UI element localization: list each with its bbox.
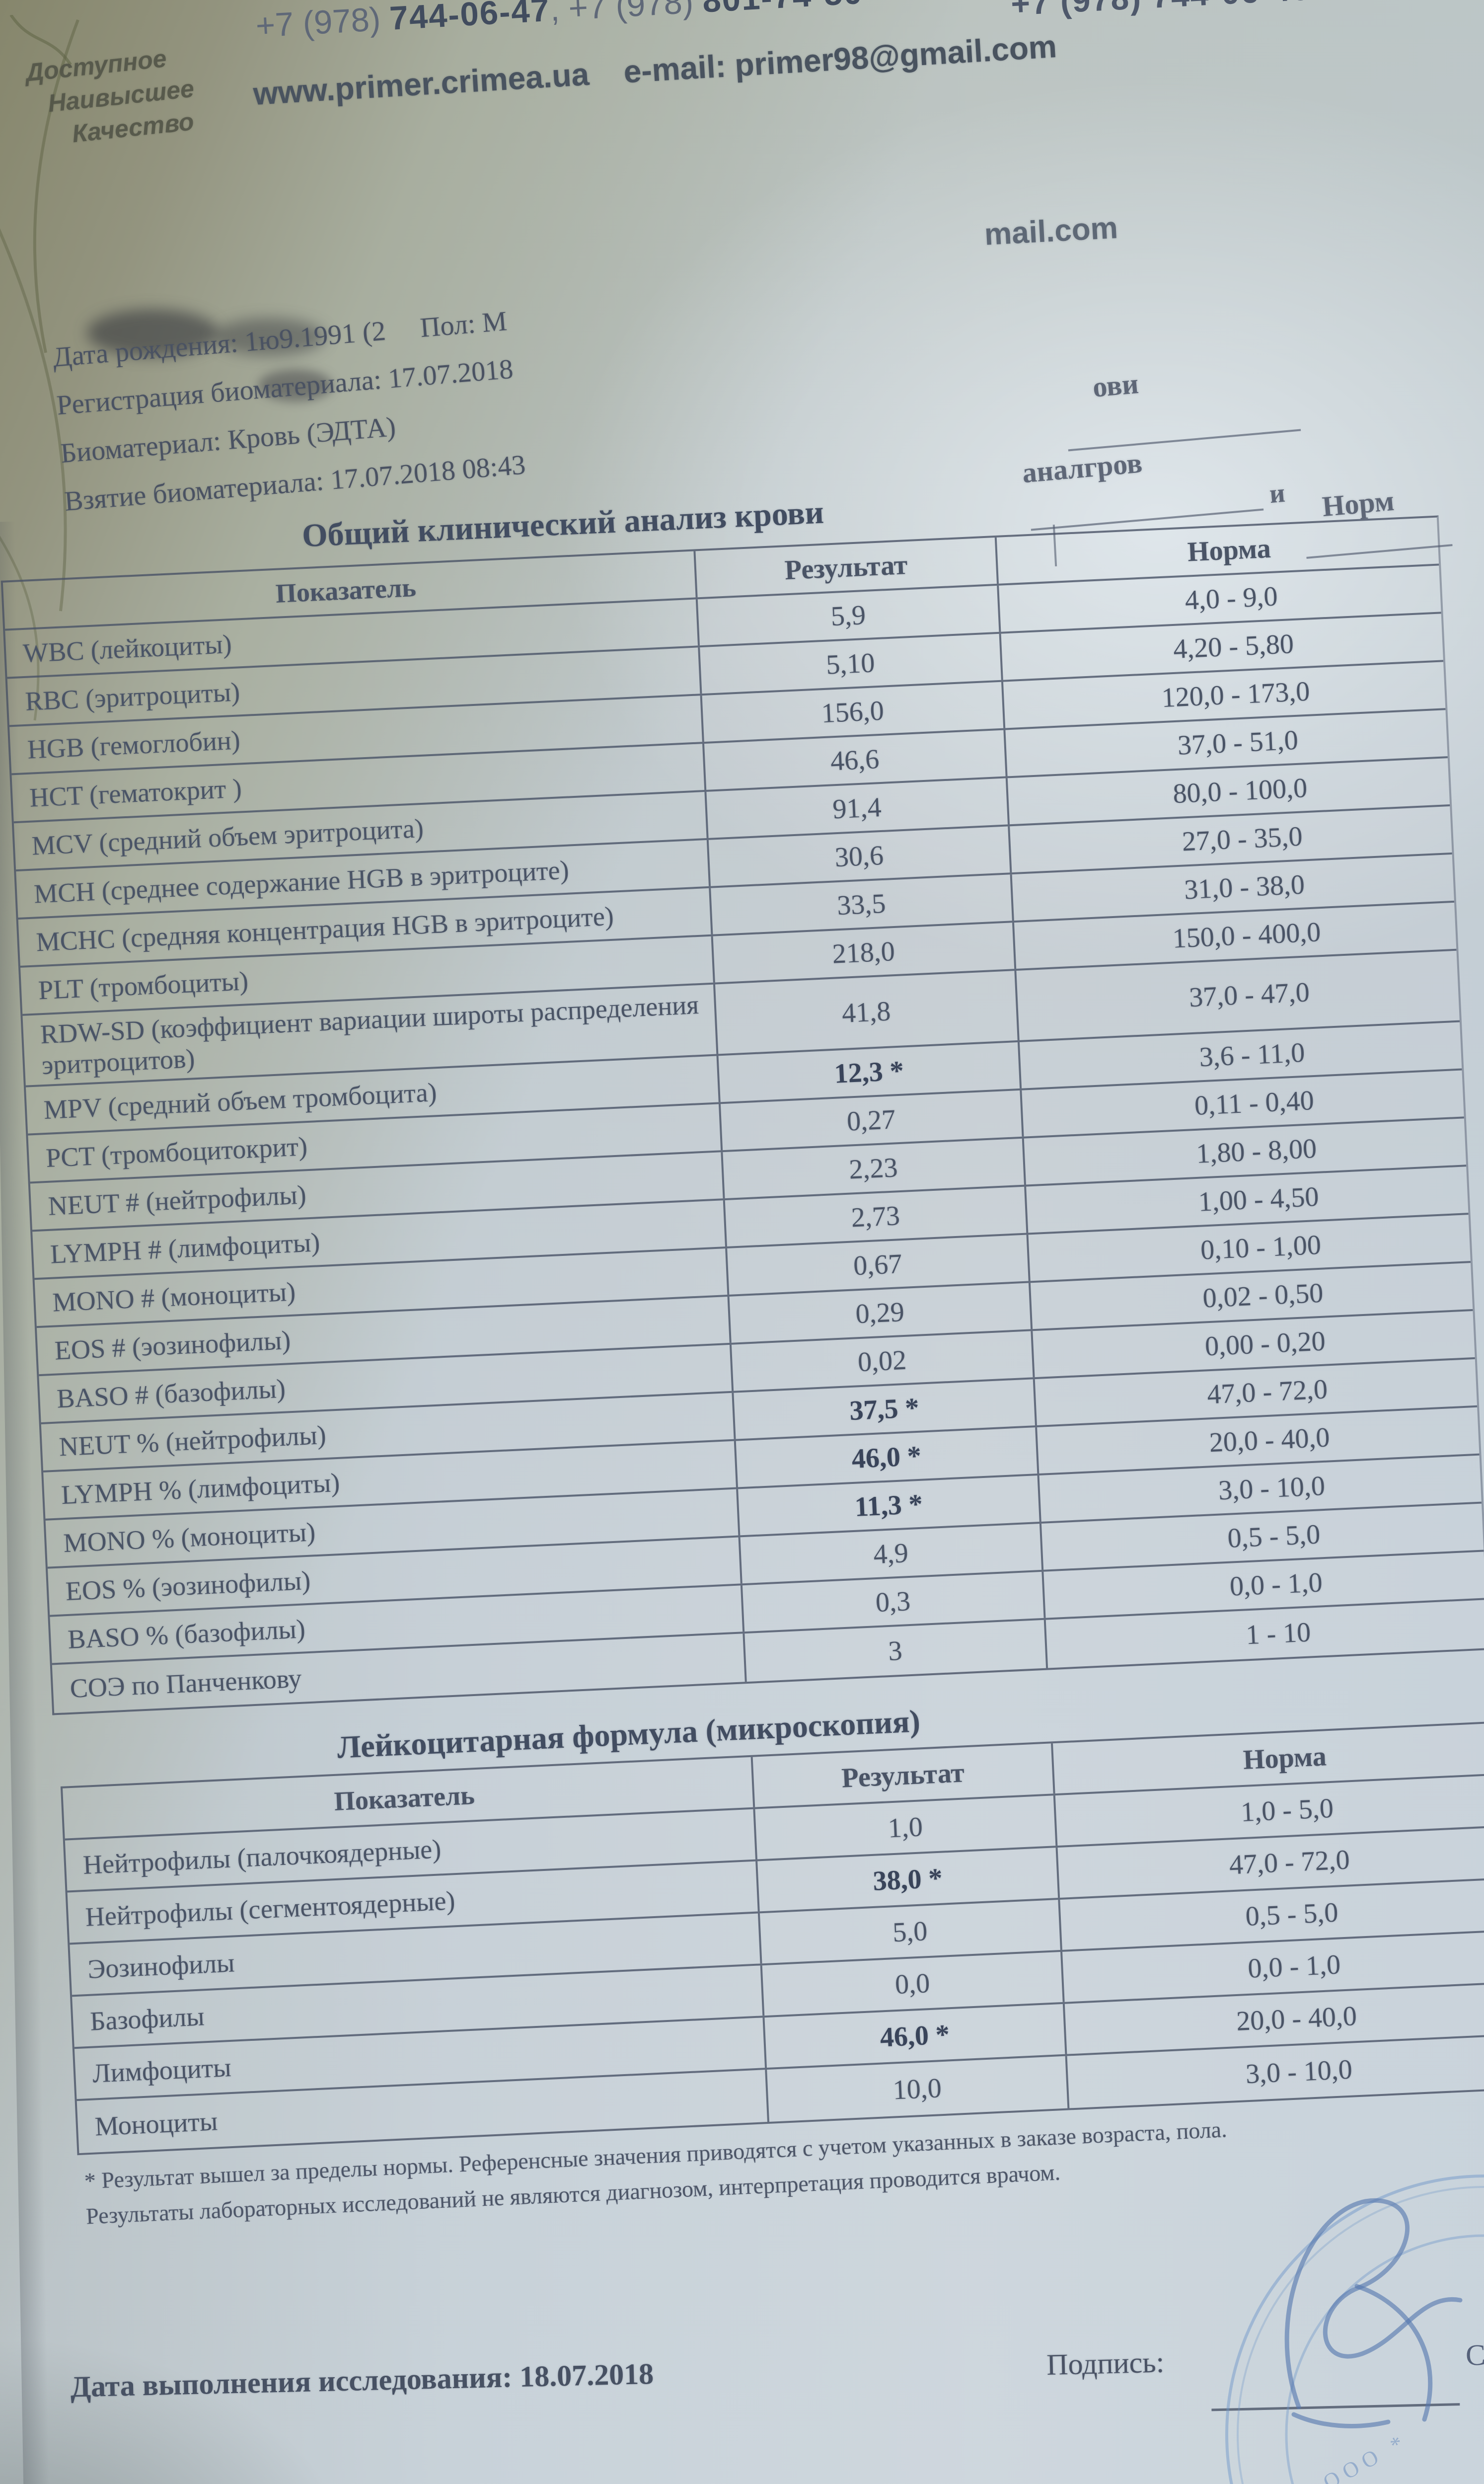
name-redaction-smudge [214, 318, 325, 356]
round-stamp: 90. ООО * [1225, 2174, 1484, 2484]
lab-logo-curves [0, 15, 79, 721]
signature-label: Подпись: [1046, 2345, 1165, 2381]
name-redaction-smudge [87, 309, 219, 357]
dob-redaction-smudge [258, 370, 333, 401]
signature-scribble [1284, 2198, 1463, 2428]
execution-date-line: Дата выполнения исследования: 18.07.2018 [70, 2357, 654, 2405]
execution-date-value: 18.07.2018 [519, 2357, 654, 2394]
execution-date-label: Дата выполнения исследования: [70, 2360, 513, 2404]
